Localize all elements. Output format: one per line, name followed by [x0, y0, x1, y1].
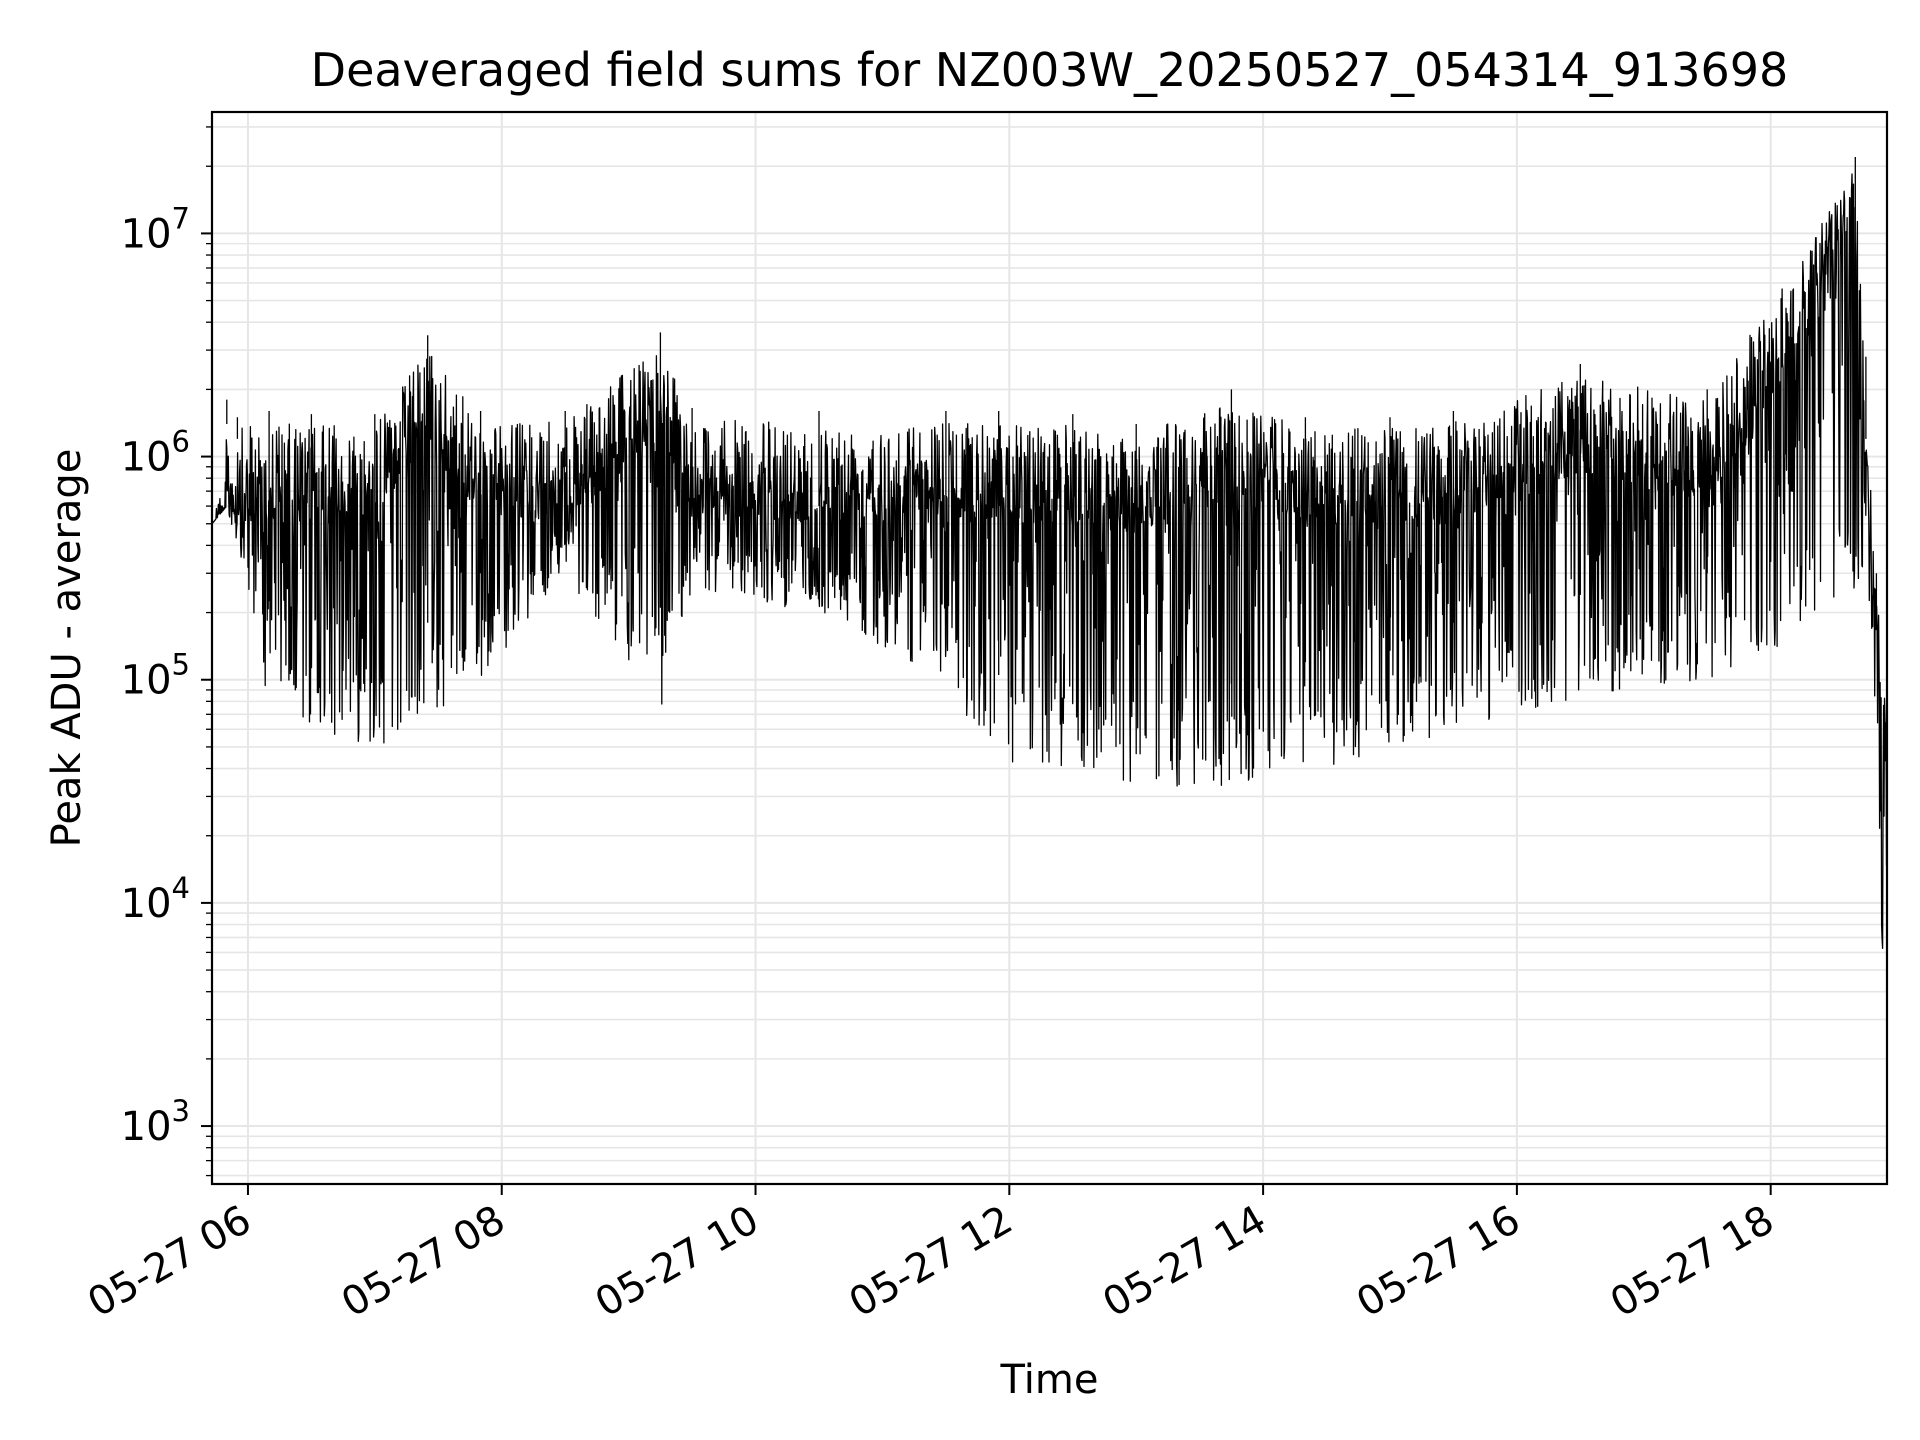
- series-line: [211, 157, 1888, 1030]
- y-tick-label: 105: [121, 648, 190, 704]
- y-tick-label: 104: [121, 871, 190, 927]
- x-axis-label: Time: [1000, 1357, 1099, 1403]
- y-tick-label: 106: [121, 425, 190, 481]
- plot-frame: [210, 110, 1889, 1186]
- data-series: [211, 157, 1888, 1030]
- chart-title: Deaveraged field sums for NZ003W_2025052…: [311, 43, 1789, 97]
- y-tick-label: 107: [121, 201, 190, 257]
- y-tick-label: 103: [121, 1094, 190, 1150]
- y-axis-label: Peak ADU - average: [44, 449, 90, 848]
